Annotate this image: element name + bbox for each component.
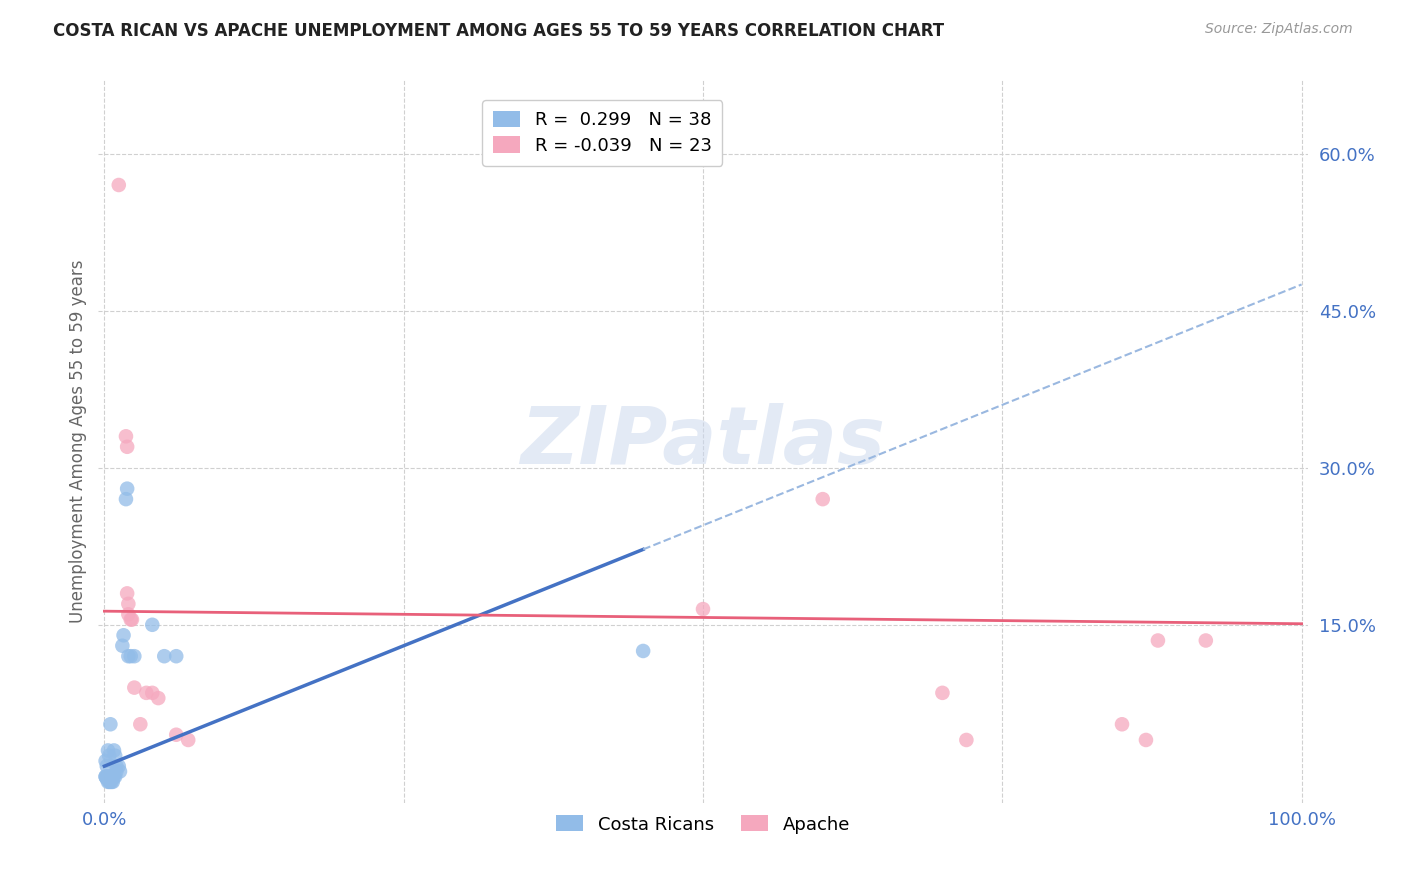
- Point: [115, 429, 138, 443]
- Text: ZIPatlas: ZIPatlas: [520, 402, 886, 481]
- Point: [117, 607, 139, 622]
- Point: [141, 686, 163, 700]
- Point: [153, 649, 176, 664]
- Point: [103, 770, 125, 784]
- Point: [1147, 633, 1170, 648]
- Point: [100, 770, 122, 784]
- Point: [141, 617, 163, 632]
- Point: [1111, 717, 1133, 731]
- Point: [129, 717, 152, 731]
- Point: [121, 613, 143, 627]
- Point: [104, 770, 127, 784]
- Point: [115, 440, 138, 454]
- Point: [98, 770, 121, 784]
- Text: COSTA RICAN VS APACHE UNEMPLOYMENT AMONG AGES 55 TO 59 YEARS CORRELATION CHART: COSTA RICAN VS APACHE UNEMPLOYMENT AMONG…: [53, 22, 945, 40]
- Point: [98, 775, 121, 789]
- Point: [98, 748, 121, 763]
- Point: [96, 772, 118, 786]
- Point: [115, 586, 138, 600]
- Point: [94, 770, 117, 784]
- Point: [165, 649, 187, 664]
- Point: [124, 649, 146, 664]
- Point: [120, 613, 142, 627]
- Point: [105, 764, 128, 779]
- Point: [111, 639, 134, 653]
- Point: [97, 743, 120, 757]
- Point: [94, 770, 117, 784]
- Point: [117, 597, 139, 611]
- Point: [1135, 733, 1157, 747]
- Text: Source: ZipAtlas.com: Source: ZipAtlas.com: [1205, 22, 1353, 37]
- Point: [177, 733, 200, 747]
- Point: [105, 759, 128, 773]
- Point: [100, 775, 122, 789]
- Point: [100, 770, 122, 784]
- Point: [955, 733, 977, 747]
- Point: [104, 748, 127, 763]
- Point: [165, 728, 187, 742]
- Point: [120, 649, 142, 664]
- Point: [115, 482, 138, 496]
- Point: [692, 602, 714, 616]
- Point: [100, 775, 122, 789]
- Point: [148, 691, 170, 706]
- Point: [931, 686, 953, 700]
- Point: [124, 681, 146, 695]
- Point: [115, 492, 138, 507]
- Point: [101, 770, 124, 784]
- Point: [107, 178, 129, 192]
- Point: [135, 686, 157, 700]
- Point: [103, 743, 125, 757]
- Point: [107, 759, 129, 773]
- Point: [97, 775, 120, 789]
- Point: [96, 770, 118, 784]
- Point: [811, 492, 834, 507]
- Legend: Costa Ricans, Apache: Costa Ricans, Apache: [548, 808, 858, 841]
- Point: [94, 754, 117, 768]
- Point: [108, 764, 131, 779]
- Point: [631, 644, 654, 658]
- Point: [117, 649, 139, 664]
- Point: [112, 628, 135, 642]
- Point: [100, 717, 122, 731]
- Point: [1195, 633, 1218, 648]
- Point: [101, 775, 124, 789]
- Point: [97, 770, 120, 784]
- Y-axis label: Unemployment Among Ages 55 to 59 years: Unemployment Among Ages 55 to 59 years: [69, 260, 87, 624]
- Point: [96, 759, 118, 773]
